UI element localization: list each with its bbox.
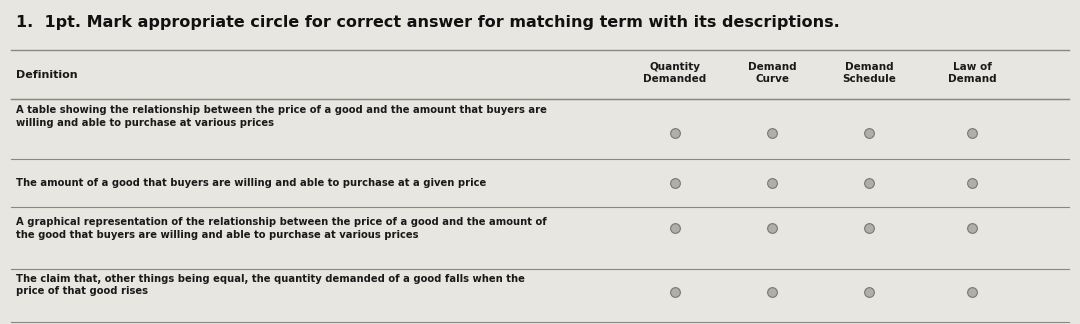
Text: Quantity
Demanded: Quantity Demanded [644,62,706,84]
Text: 1.  1pt. Mark appropriate circle for correct answer for matching term with its d: 1. 1pt. Mark appropriate circle for corr… [16,15,840,29]
Text: The claim that, other things being equal, the quantity demanded of a good falls : The claim that, other things being equal… [16,274,525,296]
Text: The amount of a good that buyers are willing and able to purchase at a given pri: The amount of a good that buyers are wil… [16,178,486,188]
Text: Demand
Curve: Demand Curve [747,62,797,84]
Text: Law of
Demand: Law of Demand [947,62,997,84]
Text: Definition: Definition [16,70,78,79]
Text: A graphical representation of the relationship between the price of a good and t: A graphical representation of the relati… [16,217,546,240]
Text: A table showing the relationship between the price of a good and the amount that: A table showing the relationship between… [16,105,548,128]
Text: Demand
Schedule: Demand Schedule [842,62,896,84]
